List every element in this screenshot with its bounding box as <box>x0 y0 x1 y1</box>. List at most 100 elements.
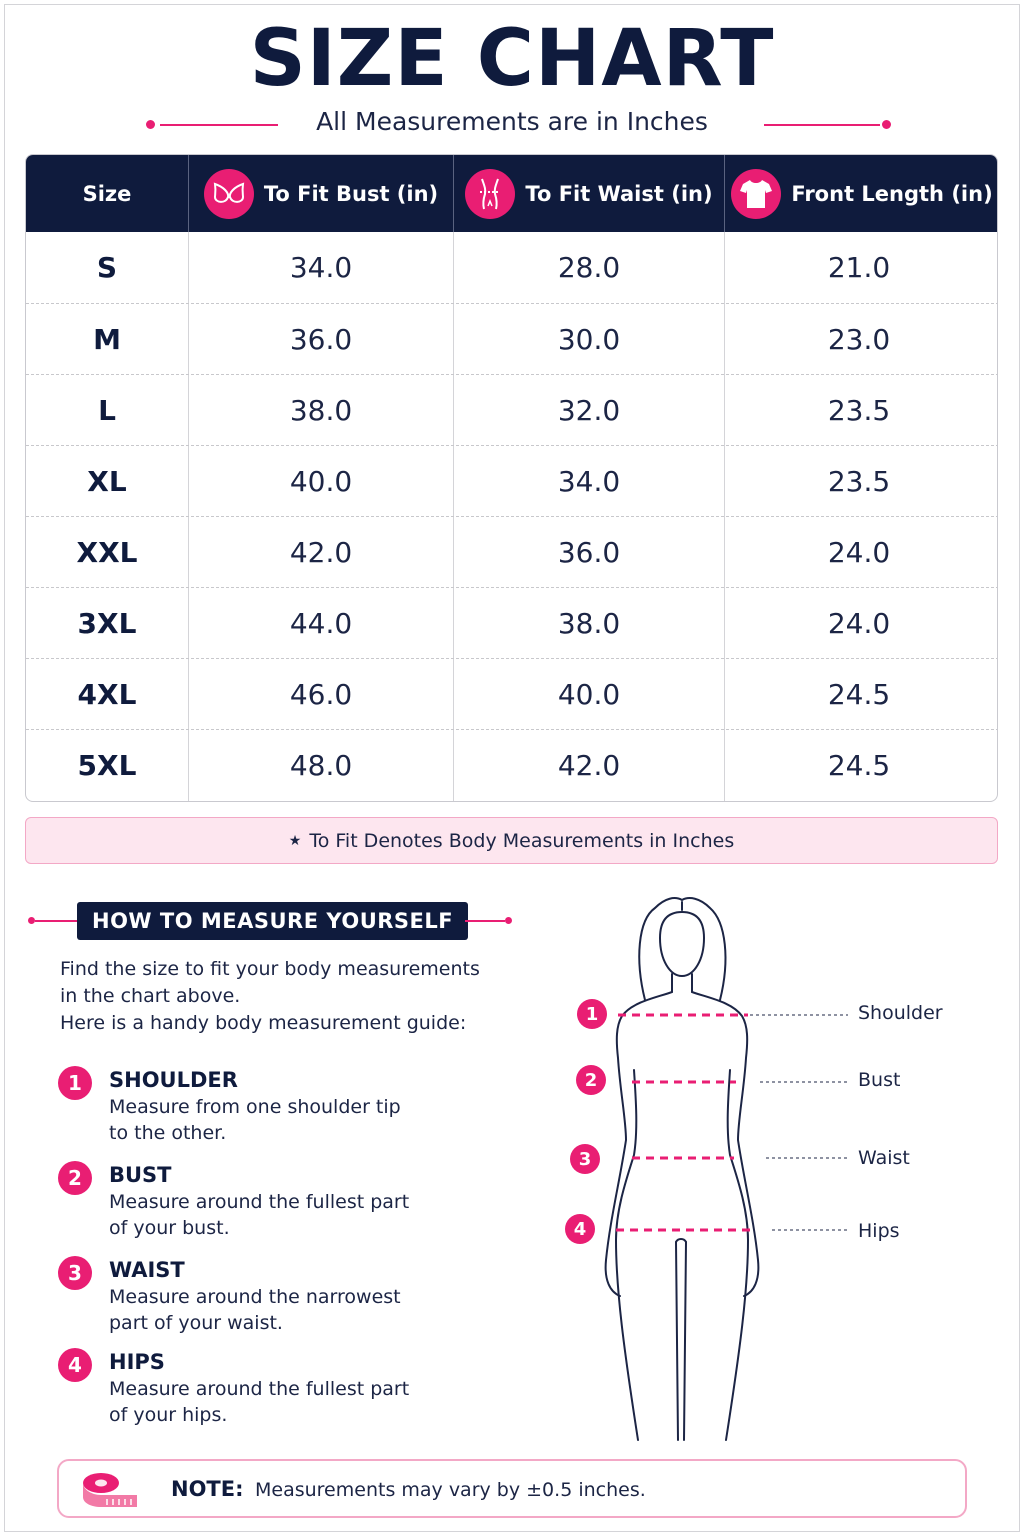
size-cell: XXL <box>76 536 138 569</box>
desc-line: Measure from one shoulder tip <box>109 1096 401 1118</box>
desc-line: Measure around the narrowest <box>109 1286 401 1308</box>
table-row: 5XL 48.0 42.0 24.5 <box>26 729 997 800</box>
table-row: M 36.0 30.0 23.0 <box>26 303 997 374</box>
size-cell: 5XL <box>77 749 137 782</box>
bust-cell: 42.0 <box>289 536 353 569</box>
header-label: Size <box>82 181 132 206</box>
footnote-text: To Fit Denotes Body Measurements in Inch… <box>309 829 735 852</box>
length-cell: 21.0 <box>827 251 891 284</box>
header-size: Size <box>26 155 188 232</box>
header-bust: To Fit Bust (in) <box>189 155 453 232</box>
waist-icon <box>465 168 516 219</box>
intro-line: Find the size to fit your body measureme… <box>60 958 480 980</box>
step-number: 4 <box>58 1348 92 1382</box>
desc-line: Measure around the fullest part <box>109 1378 410 1400</box>
header-waist: To Fit Waist (in) <box>454 155 724 232</box>
desc-line: of your bust. <box>109 1217 230 1239</box>
waist-cell: 32.0 <box>557 394 621 427</box>
howto-heading-row: HOW TO MEASURE YOURSELF <box>25 902 525 940</box>
bra-icon <box>203 168 254 219</box>
waist-cell: 38.0 <box>557 607 621 640</box>
step-description: Measure from one shoulder tip to the oth… <box>109 1094 429 1146</box>
step-title: HIPS <box>109 1350 165 1374</box>
step-number: 3 <box>58 1256 92 1290</box>
howto-intro: Find the size to fit your body measureme… <box>60 956 530 1037</box>
table-row: S 34.0 28.0 21.0 <box>26 232 997 303</box>
desc-line: part of your waist. <box>109 1312 283 1334</box>
waist-cell: 30.0 <box>557 323 621 356</box>
step-description: Measure around the fullest part of your … <box>109 1376 429 1428</box>
decor-dot-right <box>882 120 891 129</box>
step-number: 2 <box>58 1161 92 1195</box>
marker-shoulder: 1 <box>577 999 607 1029</box>
size-cell: S <box>96 251 118 284</box>
waist-cell: 28.0 <box>557 251 621 284</box>
label-shoulder: Shoulder <box>858 1002 943 1024</box>
label-waist: Waist <box>858 1147 910 1169</box>
note-label: NOTE: <box>171 1477 244 1501</box>
desc-line: Measure around the fullest part <box>109 1191 410 1213</box>
length-cell: 23.5 <box>827 465 891 498</box>
step-title: WAIST <box>109 1258 185 1282</box>
table-row: XXL 42.0 36.0 24.0 <box>26 516 997 587</box>
step-title: BUST <box>109 1163 172 1187</box>
intro-line: Here is a handy body measurement guide: <box>60 1012 467 1034</box>
bust-cell: 40.0 <box>289 465 353 498</box>
step-description: Measure around the fullest part of your … <box>109 1189 429 1241</box>
length-cell: 23.0 <box>827 323 891 356</box>
table-row: L 38.0 32.0 23.5 <box>26 374 997 445</box>
tshirt-icon <box>731 168 782 219</box>
size-cell: 3XL <box>77 607 137 640</box>
body-outline-illustration <box>604 897 848 1441</box>
howto-heading: HOW TO MEASURE YOURSELF <box>77 902 469 940</box>
header-label: To Fit Bust (in) <box>263 181 439 206</box>
body-measurement-figure: 1 2 3 4 Shoulder Bust Waist Hips <box>560 880 1020 1450</box>
intro-line: in the chart above. <box>60 985 241 1007</box>
bust-cell: 36.0 <box>289 323 353 356</box>
decor-line-right <box>764 124 880 126</box>
marker-hips: 4 <box>565 1214 595 1244</box>
waist-cell: 36.0 <box>557 536 621 569</box>
star-icon: ★ <box>288 832 302 849</box>
footnote-banner: ★ To Fit Denotes Body Measurements in In… <box>25 817 998 864</box>
decor-line-left <box>35 920 77 922</box>
decor-dot-left <box>146 120 155 129</box>
decor-dot-right <box>505 917 512 924</box>
bust-cell: 48.0 <box>289 749 353 782</box>
table-header: Size To Fit Bust (in) <box>26 155 997 232</box>
step-title: SHOULDER <box>109 1068 238 1092</box>
waist-cell: 34.0 <box>557 465 621 498</box>
marker-bust: 2 <box>576 1065 606 1095</box>
step-description: Measure around the narrowest part of you… <box>109 1284 429 1336</box>
decor-line-left <box>160 124 278 126</box>
subtitle-row: All Measurements are in Inches <box>0 105 1024 141</box>
size-cell: XL <box>87 465 127 498</box>
page-border <box>4 4 1020 1532</box>
bust-cell: 46.0 <box>289 678 353 711</box>
table-row: 4XL 46.0 40.0 24.5 <box>26 658 997 729</box>
bust-cell: 44.0 <box>289 607 353 640</box>
header-label: Front Length (in) <box>791 181 993 206</box>
page-title: SIZE CHART <box>249 14 775 104</box>
marker-waist: 3 <box>570 1144 600 1174</box>
header-length: Front Length (in) <box>725 155 997 232</box>
desc-line: of your hips. <box>109 1404 228 1426</box>
length-cell: 24.0 <box>827 607 891 640</box>
desc-line: to the other. <box>109 1122 227 1144</box>
size-table: Size To Fit Bust (in) <box>25 154 998 802</box>
note-banner: NOTE: Measurements may vary by ±0.5 inch… <box>57 1459 967 1518</box>
bust-cell: 34.0 <box>289 251 353 284</box>
measuring-tape-icon <box>81 1469 141 1515</box>
waist-cell: 40.0 <box>557 678 621 711</box>
length-cell: 24.5 <box>827 749 891 782</box>
table-row: XL 40.0 34.0 23.5 <box>26 445 997 516</box>
step-number: 1 <box>58 1066 92 1100</box>
note-text: Measurements may vary by ±0.5 inches. <box>255 1479 646 1501</box>
size-cell: L <box>98 394 116 427</box>
size-cell: M <box>93 323 121 356</box>
length-cell: 23.5 <box>827 394 891 427</box>
waist-cell: 42.0 <box>557 749 621 782</box>
page-subtitle: All Measurements are in Inches <box>316 107 708 136</box>
label-bust: Bust <box>858 1069 901 1091</box>
length-cell: 24.0 <box>827 536 891 569</box>
